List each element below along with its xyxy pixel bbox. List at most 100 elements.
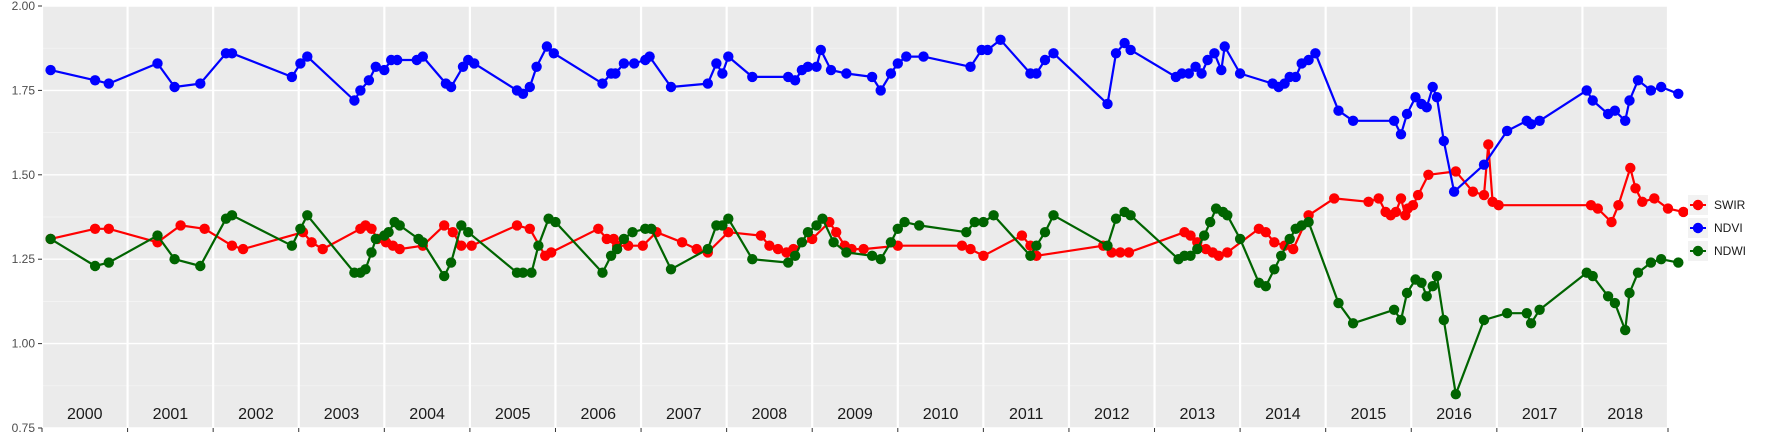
ndwi-point bbox=[817, 213, 828, 224]
ndvi-point bbox=[1333, 105, 1344, 116]
ndwi-point bbox=[1388, 304, 1400, 315]
swir-point bbox=[755, 230, 767, 241]
ndwi-point bbox=[360, 264, 371, 275]
ndvi-point bbox=[702, 78, 713, 89]
ndwi-point bbox=[103, 257, 115, 268]
swir-point bbox=[1678, 206, 1689, 218]
ndwi-point bbox=[866, 250, 878, 261]
ndvi-point bbox=[1183, 68, 1195, 79]
ndvi-point bbox=[965, 61, 976, 72]
swir-point bbox=[764, 240, 775, 251]
swir-point bbox=[1222, 247, 1233, 258]
year-label: 2018 bbox=[1607, 406, 1643, 423]
legend-label-swir: SWIR bbox=[1714, 198, 1746, 212]
ndvi-point bbox=[302, 51, 313, 62]
ndvi-point bbox=[1347, 115, 1359, 127]
ndwi-point bbox=[526, 267, 537, 278]
swir-point bbox=[1115, 247, 1126, 258]
y-tick-label: 1.00 bbox=[12, 337, 36, 351]
swir-point bbox=[1329, 193, 1340, 204]
ndvi-point bbox=[711, 58, 722, 69]
ndwi-point bbox=[605, 250, 617, 261]
minor-gridlines bbox=[42, 47, 1668, 387]
ndvi-point bbox=[1388, 115, 1400, 127]
ndwi-point bbox=[611, 243, 623, 255]
ndvi-point bbox=[89, 75, 101, 86]
ndwi-point bbox=[383, 227, 394, 238]
ndvi-point bbox=[982, 44, 993, 56]
ndwi-point bbox=[1333, 297, 1344, 309]
ndvi-point bbox=[918, 51, 929, 62]
ndvi-point bbox=[1448, 186, 1460, 197]
swir-point bbox=[1123, 247, 1135, 258]
swir-point bbox=[546, 247, 557, 258]
swir-point bbox=[456, 240, 467, 251]
ndwi-point bbox=[445, 257, 457, 268]
legend: SWIR NDVI NDWI bbox=[1688, 195, 1746, 261]
ndvi-point bbox=[1196, 68, 1207, 79]
ndwi-point bbox=[717, 220, 728, 231]
y-tick-label: 1.25 bbox=[12, 252, 36, 266]
y-tick-label: 0.75 bbox=[12, 421, 36, 435]
ndvi-point bbox=[1421, 102, 1432, 113]
ndvi-point bbox=[517, 88, 529, 100]
ndvi-point bbox=[370, 61, 381, 72]
swir-point bbox=[237, 243, 249, 255]
ndvi-point bbox=[1119, 37, 1130, 49]
swir-point bbox=[306, 237, 317, 248]
year-label: 2002 bbox=[238, 406, 274, 423]
ndwi-point bbox=[811, 220, 822, 231]
ndwi-point bbox=[463, 227, 474, 238]
ndvi-point bbox=[1303, 54, 1314, 66]
ndvi-point bbox=[1427, 81, 1438, 93]
swir-point bbox=[1213, 250, 1224, 261]
swir-point bbox=[1373, 193, 1384, 204]
ndvi-point bbox=[195, 78, 206, 89]
swir-point bbox=[175, 220, 186, 231]
ndwi-point bbox=[969, 216, 980, 228]
swir-point bbox=[226, 240, 238, 251]
year-label: 2012 bbox=[1094, 406, 1130, 423]
ndvi-point bbox=[445, 81, 457, 93]
ndvi-point bbox=[1632, 75, 1644, 86]
ndvi-point bbox=[392, 54, 403, 66]
ndwi-point bbox=[226, 210, 238, 221]
swir-point bbox=[978, 250, 989, 261]
ndwi-point bbox=[892, 223, 903, 234]
ndwi-point bbox=[1416, 277, 1427, 288]
ndwi-point bbox=[783, 257, 794, 268]
swir-point bbox=[1613, 200, 1624, 211]
ndvi-point bbox=[1501, 125, 1513, 137]
swir-point bbox=[366, 223, 377, 234]
swir-point bbox=[1637, 196, 1648, 207]
y-axis: 0.75 1.00 1.25 1.50 1.75 2.00 bbox=[12, 0, 42, 435]
ndwi-point bbox=[1450, 389, 1462, 400]
ndvi-point bbox=[226, 48, 238, 59]
ndwi-point bbox=[195, 260, 206, 272]
swir-point bbox=[637, 240, 648, 251]
ndwi-point bbox=[1624, 287, 1635, 299]
year-label: 2015 bbox=[1351, 406, 1387, 423]
ndvi-point bbox=[1581, 85, 1592, 96]
ndvi-point bbox=[665, 81, 677, 93]
ndvi-point bbox=[1673, 88, 1684, 100]
year-label: 2011 bbox=[1009, 406, 1044, 423]
ndvi-point bbox=[286, 71, 298, 83]
legend-label-ndwi: NDWI bbox=[1714, 244, 1746, 258]
series-swir bbox=[45, 139, 1689, 261]
legend-key-ndvi bbox=[1692, 222, 1704, 234]
ndvi-point bbox=[1039, 54, 1051, 66]
ndwi-point bbox=[45, 233, 56, 245]
ndvi-point bbox=[841, 68, 852, 79]
ndvi-point bbox=[103, 78, 115, 89]
legend-key-swir bbox=[1692, 199, 1704, 211]
ndwi-point bbox=[1025, 250, 1036, 261]
ndwi-point bbox=[1110, 213, 1122, 224]
swir-point bbox=[103, 223, 115, 234]
ndwi-point bbox=[1125, 210, 1136, 221]
ndvi-point bbox=[1587, 95, 1598, 106]
ndwi-point bbox=[1632, 267, 1644, 278]
ndvi-point bbox=[541, 41, 553, 52]
year-label: 2000 bbox=[67, 406, 103, 423]
